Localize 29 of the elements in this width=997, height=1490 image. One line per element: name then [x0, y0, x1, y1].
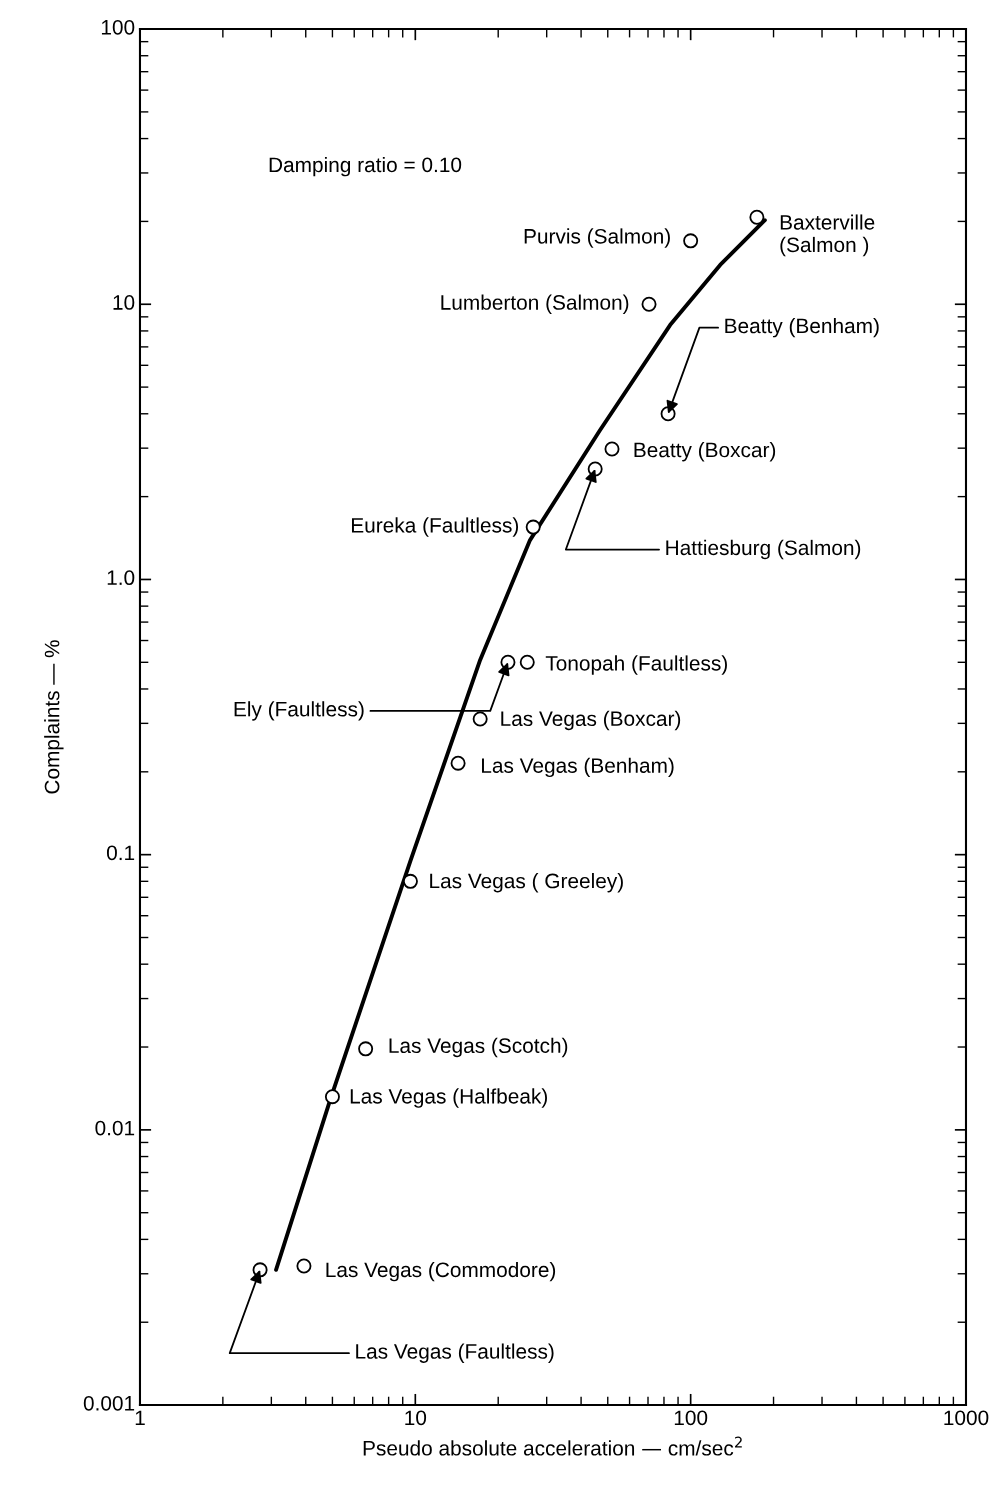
- y-tick-label: 0.001: [83, 1395, 135, 1411]
- x-tick-label: 100: [674, 1410, 708, 1426]
- annotation: Damping ratio = 0.10: [269, 156, 462, 177]
- y-tick-label: 1.0: [107, 570, 135, 586]
- y-tick-label: 10: [113, 295, 135, 310]
- y-tick-label: 0.1: [106, 845, 135, 861]
- annotation: Lumberton (Salmon): [441, 294, 629, 314]
- annotation: Las Vegas (Faultless): [356, 1343, 554, 1363]
- annotation: Beatty (Boxcar): [634, 442, 776, 462]
- annotation: Purvis (Salmon): [524, 228, 670, 248]
- y-tick-label: 0.01: [95, 1120, 135, 1136]
- annotation: Eureka (Faultless): [351, 517, 519, 537]
- annotation: Las Vegas (Commodore): [326, 1261, 556, 1282]
- x-tick-label: 1: [135, 1410, 145, 1426]
- x-tick-label: 10: [405, 1410, 427, 1426]
- annotation: Baxterville (Salmon ): [780, 214, 875, 257]
- y-axis-title: Complaints — %: [44, 640, 64, 794]
- annotation: Las Vegas (Boxcar): [501, 710, 681, 731]
- x-tick-label: 1000: [944, 1410, 989, 1426]
- annotation: Las Vegas (Halfbeak): [350, 1088, 547, 1108]
- annotation: Las Vegas ( Greeley): [430, 873, 623, 893]
- annotation: Beatty (Benham): [725, 317, 879, 338]
- annotation: Ely (Faultless): [234, 701, 364, 721]
- annotation: Tonopah (Faultless): [545, 655, 727, 675]
- y-tick-label: 100: [101, 19, 135, 35]
- annotation: Las Vegas (Benham): [482, 757, 674, 778]
- annotation: Las Vegas (Scotch): [389, 1037, 568, 1058]
- x-axis-title: Pseudo absolute acceleration — cm/sec$^{2}$: [363, 1436, 742, 1456]
- annotation: Hattiesburg (Salmon): [666, 539, 861, 560]
